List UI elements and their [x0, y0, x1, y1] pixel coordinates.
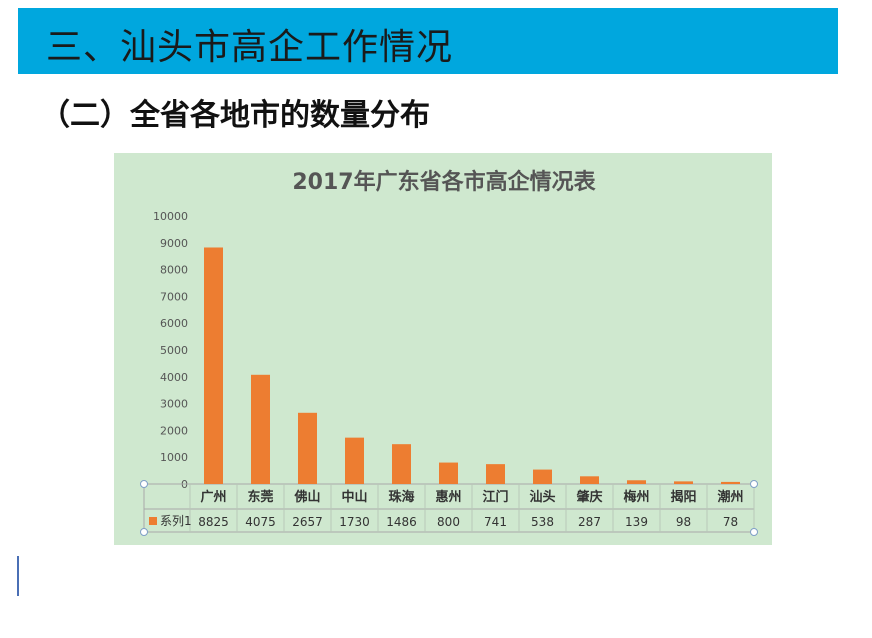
bar: [439, 462, 458, 484]
bar: [298, 412, 317, 484]
category-label: 惠州: [435, 489, 461, 505]
value-label: 287: [578, 515, 601, 529]
y-tick-label: 8000: [160, 264, 188, 277]
selection-handle: [750, 480, 758, 488]
category-label: 汕头: [529, 489, 555, 505]
bar: [251, 374, 270, 484]
value-label: 538: [531, 515, 554, 529]
chart-title: 2017年广东省各市高企情况表: [292, 169, 596, 195]
category-label: 梅州: [623, 489, 649, 505]
value-label: 78: [723, 515, 738, 529]
slide-title-bar: 三、汕头市高企工作情况: [18, 8, 838, 74]
value-label: 98: [676, 515, 691, 529]
bar-chart: 2017年广东省各市高企情况表 010002000300040005000600…: [140, 169, 758, 536]
category-label: 中山: [341, 489, 367, 505]
y-tick-label: 4000: [160, 371, 188, 384]
category-label: 潮州: [717, 489, 743, 505]
category-label: 佛山: [293, 489, 320, 505]
value-label: 4075: [245, 515, 276, 529]
slide-subtitle: （二）全省各地市的数量分布: [40, 98, 430, 133]
value-label: 139: [625, 515, 648, 529]
legend-series-name: 系列1: [160, 514, 192, 528]
selection-handle: [750, 528, 758, 536]
y-tick-label: 7000: [160, 290, 188, 303]
value-label: 1730: [339, 515, 370, 529]
value-label: 8825: [198, 515, 229, 529]
selection-handle: [140, 480, 148, 488]
bar: [674, 481, 693, 484]
legend-key: [149, 517, 157, 525]
y-tick-label: 2000: [160, 424, 188, 437]
category-label: 东莞: [247, 489, 273, 505]
category-label: 肇庆: [575, 489, 602, 505]
selection-handle: [140, 528, 148, 536]
chart-area: 2017年广东省各市高企情况表 010002000300040005000600…: [114, 153, 772, 545]
bar: [580, 476, 599, 484]
y-tick-label: 5000: [160, 344, 188, 357]
category-label: 江门: [482, 489, 508, 505]
category-label: 揭阳: [670, 489, 696, 505]
value-label: 2657: [292, 515, 323, 529]
slide-title: 三、汕头市高企工作情况: [46, 27, 454, 68]
value-label: 741: [484, 515, 507, 529]
y-tick-label: 3000: [160, 398, 188, 411]
bar: [486, 464, 505, 484]
y-tick-label: 10000: [153, 210, 188, 223]
value-label: 800: [437, 515, 460, 529]
value-label: 1486: [386, 515, 417, 529]
slide-edge-mark: [17, 556, 19, 596]
bar: [721, 481, 740, 484]
bar: [204, 247, 223, 484]
category-label: 珠海: [388, 489, 414, 505]
y-tick-label: 1000: [160, 451, 188, 464]
bar: [345, 437, 364, 484]
bar: [627, 480, 646, 484]
y-tick-label: 9000: [160, 237, 188, 250]
category-label: 广州: [200, 489, 226, 505]
bar: [392, 444, 411, 484]
y-tick-label: 6000: [160, 317, 188, 330]
bar: [533, 469, 552, 484]
